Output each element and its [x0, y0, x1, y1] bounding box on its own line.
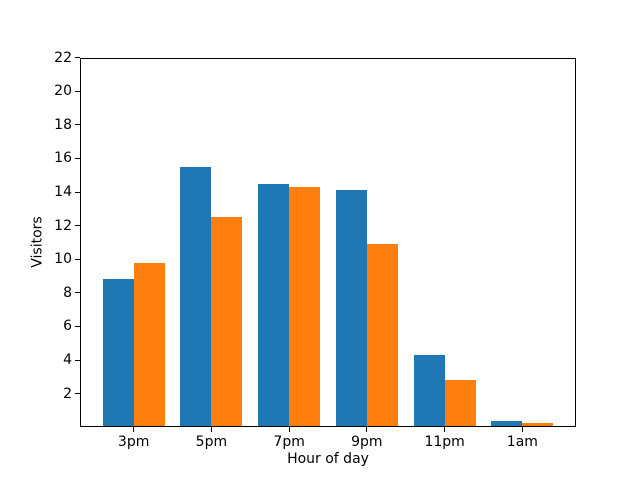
bar-1am-series-2 [522, 423, 554, 428]
y-tick-mark [75, 57, 80, 59]
y-tick-mark [75, 393, 80, 395]
x-tick-mark [444, 427, 446, 433]
y-axis-label: Visitors [24, 58, 52, 428]
bar-11pm-series-1 [413, 354, 445, 428]
y-tick-label: 20 [54, 83, 72, 100]
y-tick-mark [75, 292, 80, 294]
x-tick-mark [133, 427, 135, 433]
y-tick-mark [75, 191, 80, 193]
bar-5pm-series-1 [180, 166, 212, 428]
y-tick-label: 12 [54, 217, 72, 234]
y-tick-mark [75, 225, 80, 227]
y-tick-mark [75, 157, 80, 159]
x-tick-mark [288, 427, 290, 433]
y-tick-mark [75, 258, 80, 260]
y-tick-label: 6 [63, 318, 72, 335]
bar-7pm-series-2 [289, 186, 321, 428]
y-tick-label: 18 [54, 116, 72, 133]
y-tick-label: 2 [63, 385, 72, 402]
y-tick-label: 16 [54, 150, 72, 167]
bar-3pm-series-1 [102, 279, 134, 428]
x-tick-mark [521, 427, 523, 433]
bar-9pm-series-1 [335, 190, 367, 428]
y-tick-mark [75, 124, 80, 126]
bar-1am-series-1 [491, 421, 523, 428]
y-tick-label: 22 [54, 49, 72, 66]
x-tick-label: 11pm [424, 434, 465, 451]
y-tick-mark [75, 325, 80, 327]
x-tick-label: 9pm [351, 434, 383, 451]
x-tick-label: 1am [506, 434, 538, 451]
x-tick-mark [210, 427, 212, 433]
bar-3pm-series-2 [133, 262, 165, 428]
bar-7pm-series-1 [258, 183, 290, 428]
bar-11pm-series-2 [444, 380, 476, 428]
plot-area [80, 57, 576, 428]
x-tick-mark [366, 427, 368, 433]
y-axis-label-text: Visitors [30, 216, 47, 269]
y-tick-label: 10 [54, 251, 72, 268]
x-tick-label: 3pm [117, 434, 150, 451]
bar-9pm-series-2 [366, 244, 398, 428]
x-axis-label: Hour of day [287, 451, 369, 467]
y-tick-label: 14 [54, 184, 72, 200]
y-tick-mark [75, 90, 80, 92]
y-tick-mark [75, 359, 80, 361]
y-tick-label: 8 [63, 284, 72, 301]
y-tick-label: 4 [63, 352, 72, 368]
bar-5pm-series-2 [211, 217, 243, 428]
x-tick-label: 7pm [273, 434, 305, 451]
x-tick-label: 5pm [195, 434, 228, 451]
